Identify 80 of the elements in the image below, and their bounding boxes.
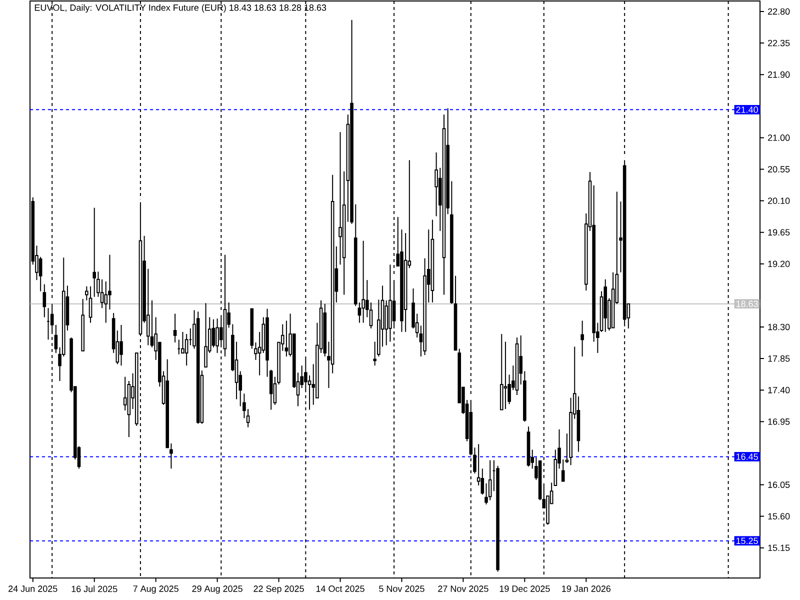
x-tick-label: 7 Aug 2025: [133, 586, 178, 594]
candlestick: [430, 219, 434, 303]
candlestick: [392, 280, 396, 329]
candlestick: [123, 376, 127, 411]
candlestick: [42, 284, 46, 318]
candlestick: [362, 240, 365, 324]
candlestick: [442, 114, 446, 296]
candlestick: [81, 298, 84, 352]
candlestick: [196, 311, 200, 424]
candlestick: [576, 396, 580, 452]
candlestick: [85, 286, 88, 301]
candlestick: [204, 302, 208, 368]
y-tick-label: 21.00: [768, 134, 790, 141]
candlestick: [138, 202, 142, 337]
candlestick: [569, 397, 572, 466]
y-tick-label: 19.65: [768, 229, 790, 236]
ref-line-label: 18.63: [736, 300, 758, 308]
candlestick: [223, 254, 227, 357]
y-tick-label: 20.10: [768, 198, 790, 204]
candlestick: [434, 152, 438, 217]
ref-line-label: 21.40: [736, 106, 758, 113]
y-tick-label: 19.20: [768, 260, 790, 268]
candlestick: [100, 278, 104, 309]
candlestick: [484, 482, 488, 505]
candlestick: [504, 341, 508, 410]
y-tick-label: 17.85: [768, 355, 790, 362]
y-tick-label: 16.95: [768, 418, 790, 425]
candlestick: [423, 258, 426, 356]
x-tick-label: 16 Jul 2025: [72, 586, 118, 592]
candlestick: [166, 358, 170, 448]
candlestick: [120, 324, 123, 366]
y-tick-label: 16.05: [768, 482, 790, 488]
candlestick: [184, 334, 188, 366]
candlestick: [338, 132, 342, 266]
y-tick-label: 21.90: [768, 71, 790, 78]
candlestick: [242, 393, 246, 419]
candlestick: [377, 299, 380, 357]
y-tick-label: 15.60: [768, 513, 790, 520]
x-tick-label: 19 Dec 2025: [500, 586, 550, 592]
candlestick: [330, 174, 334, 374]
candlestick: [323, 303, 327, 357]
candlestick: [412, 288, 415, 329]
y-tick-label: 20.55: [768, 166, 790, 172]
candlestick: [173, 313, 177, 343]
candlestick: [622, 160, 626, 327]
ref-line-label: 16.45: [736, 454, 758, 460]
x-tick-label: 24 Jun 2025: [8, 586, 58, 592]
y-tick-label: 15.15: [768, 544, 790, 551]
candlestick: [127, 380, 131, 438]
x-tick-label: 19 Jan 2026: [562, 586, 611, 592]
candlestick: [92, 207, 96, 298]
x-tick-label: 22 Sep 2025: [254, 586, 304, 594]
candlestick: [515, 337, 519, 396]
x-tick-label: 29 Aug 2025: [192, 586, 242, 594]
x-tick-label: 27 Nov 2025: [438, 586, 488, 592]
candlestick: [500, 334, 504, 410]
candlestick: [108, 254, 112, 310]
x-tick-label: 14 Oct 2025: [316, 586, 364, 592]
y-tick-label: 17.40: [768, 386, 790, 394]
candlestick: [554, 449, 558, 486]
candlestick: [384, 300, 388, 346]
candlestick: [404, 232, 408, 332]
y-tick-label: 22.35: [768, 40, 790, 46]
chart-title: EUVOL, Daily: VOLATILITY Index Future (EUR) 18.43 18.63 18.28 18.63: [34, 4, 326, 13]
y-tick-label: 22.80: [768, 8, 790, 15]
x-tick-label: 5 Nov 2025: [379, 586, 424, 592]
ref-line-label: 15.25: [736, 538, 758, 544]
candlestick: [388, 264, 392, 342]
candlestick: [216, 318, 219, 354]
candlestick: [304, 356, 308, 393]
candlestick: [611, 272, 615, 328]
candlestick: [38, 256, 42, 292]
candlestick: [526, 426, 530, 468]
candlestick: [592, 184, 596, 342]
candlestick: [604, 278, 608, 332]
y-tick-label: 18.30: [768, 324, 790, 330]
candlestick: [369, 302, 373, 329]
candlestick: [580, 320, 584, 357]
candlestick: [284, 320, 288, 357]
candlestick: [104, 280, 108, 324]
